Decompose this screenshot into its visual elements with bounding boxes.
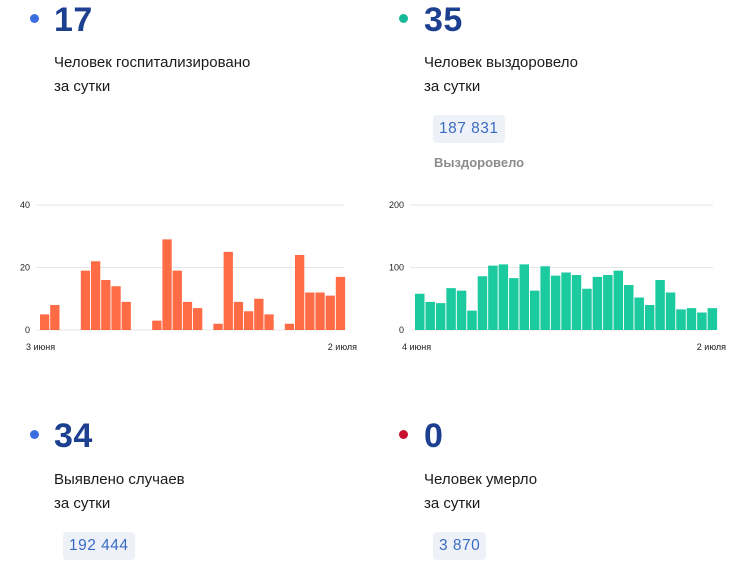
deaths-label-line2: за сутки — [424, 495, 481, 512]
recovered-bar — [435, 303, 446, 330]
recovered-bar — [665, 292, 676, 330]
hospitalized-bar — [111, 286, 121, 330]
hospitalized-x-start-label: 3 июня — [26, 342, 55, 352]
recovered-bar — [415, 293, 425, 330]
recovered-bar — [550, 275, 561, 330]
recovered-bar — [467, 310, 477, 330]
cases-label-line2: за сутки — [54, 495, 111, 512]
cases-label-line1: Выявлено случаев — [54, 471, 185, 488]
hospitalized-bar — [80, 270, 91, 330]
recovered-x-end-label: 2 июля — [697, 342, 726, 352]
status-dot-teal — [399, 14, 408, 23]
hospitalized-bar — [162, 239, 172, 330]
recovered-bar — [707, 308, 718, 330]
recovered-bar — [582, 288, 592, 330]
hospitalized-bar — [254, 298, 264, 330]
recovered-bar — [561, 272, 571, 330]
recovered-bar — [529, 290, 540, 330]
recovered-bar — [519, 264, 529, 330]
recovered-bar — [603, 275, 613, 330]
recovered-total-caption: Выздоровело — [434, 155, 525, 170]
hospitalized-bar — [264, 314, 274, 330]
recovered-bar — [644, 305, 655, 330]
hospitalized-bar — [305, 292, 315, 330]
cases-count: 34 — [54, 417, 93, 455]
hospitalized-bar — [213, 323, 223, 330]
recovered-bar — [613, 270, 624, 330]
recovered-y-tick-label: 200 — [389, 200, 404, 210]
deaths-count: 0 — [424, 417, 444, 455]
hospitalized-bar — [244, 311, 254, 330]
recovered-bar — [571, 275, 582, 330]
recovered-label-line1: Человек выздоровело — [424, 54, 578, 71]
recovered-count: 35 — [424, 1, 463, 39]
cases-total-badge: 192 444 — [63, 532, 135, 560]
deaths-total-badge: 3 870 — [433, 532, 487, 560]
hospitalized-bar — [325, 295, 335, 330]
status-dot-blue — [30, 430, 39, 439]
recovered-x-start-label: 4 июня — [402, 342, 431, 352]
hospitalized-label-line2: за сутки — [54, 78, 111, 95]
recovered-y-tick-label: 0 — [399, 325, 404, 335]
hospitalized-bar — [193, 308, 203, 330]
hospitalized-label-line1: Человек госпитализировано — [54, 54, 251, 71]
recovered-bar — [446, 288, 456, 330]
recovered-bar — [697, 312, 707, 330]
hospitalized-bar — [40, 314, 50, 330]
deaths-label-line1: Человек умерло — [424, 471, 538, 488]
recovered-bar — [477, 276, 488, 330]
hospitalized-count: 17 — [54, 1, 93, 39]
recovered-total-badge: 187 831 — [433, 115, 505, 143]
recovered-bar — [592, 276, 603, 330]
hospitalized-bar — [121, 301, 131, 330]
recovered-label-line2: за сутки — [424, 78, 481, 95]
hospitalized-bar — [152, 320, 162, 330]
recovered-bar — [686, 308, 697, 330]
hospitalized-bar — [284, 323, 295, 330]
hospitalized-y-tick-label: 0 — [25, 325, 30, 335]
hospitalized-bar — [223, 251, 233, 330]
recovered-bar — [488, 265, 498, 330]
recovered-bar — [655, 280, 665, 330]
hospitalized-bar — [50, 305, 60, 330]
recovered-bar — [540, 266, 550, 330]
recovered-y-tick-label: 100 — [389, 263, 404, 273]
hospitalized-bar — [172, 270, 182, 330]
hospitalized-bar — [315, 292, 325, 330]
hospitalized-bar — [295, 255, 305, 330]
recovered-bar — [634, 297, 644, 330]
recovered-bar — [624, 285, 634, 330]
recovered-bar — [498, 264, 509, 330]
hospitalized-bar — [101, 280, 111, 330]
hospitalized-y-tick-label: 20 — [20, 263, 30, 273]
hospitalized-bar — [91, 261, 101, 330]
recovered-bar — [456, 290, 467, 330]
status-dot-blue — [30, 14, 39, 23]
recovered-bar — [509, 278, 519, 330]
status-dot-red — [399, 430, 408, 439]
hospitalized-bar — [335, 276, 346, 330]
hospitalized-x-end-label: 2 июля — [328, 342, 357, 352]
hospitalized-bar — [182, 301, 193, 330]
hospitalized-bar — [233, 301, 244, 330]
hospitalized-y-tick-label: 40 — [20, 200, 30, 210]
recovered-bar — [676, 309, 686, 330]
recovered-bar — [425, 301, 435, 330]
